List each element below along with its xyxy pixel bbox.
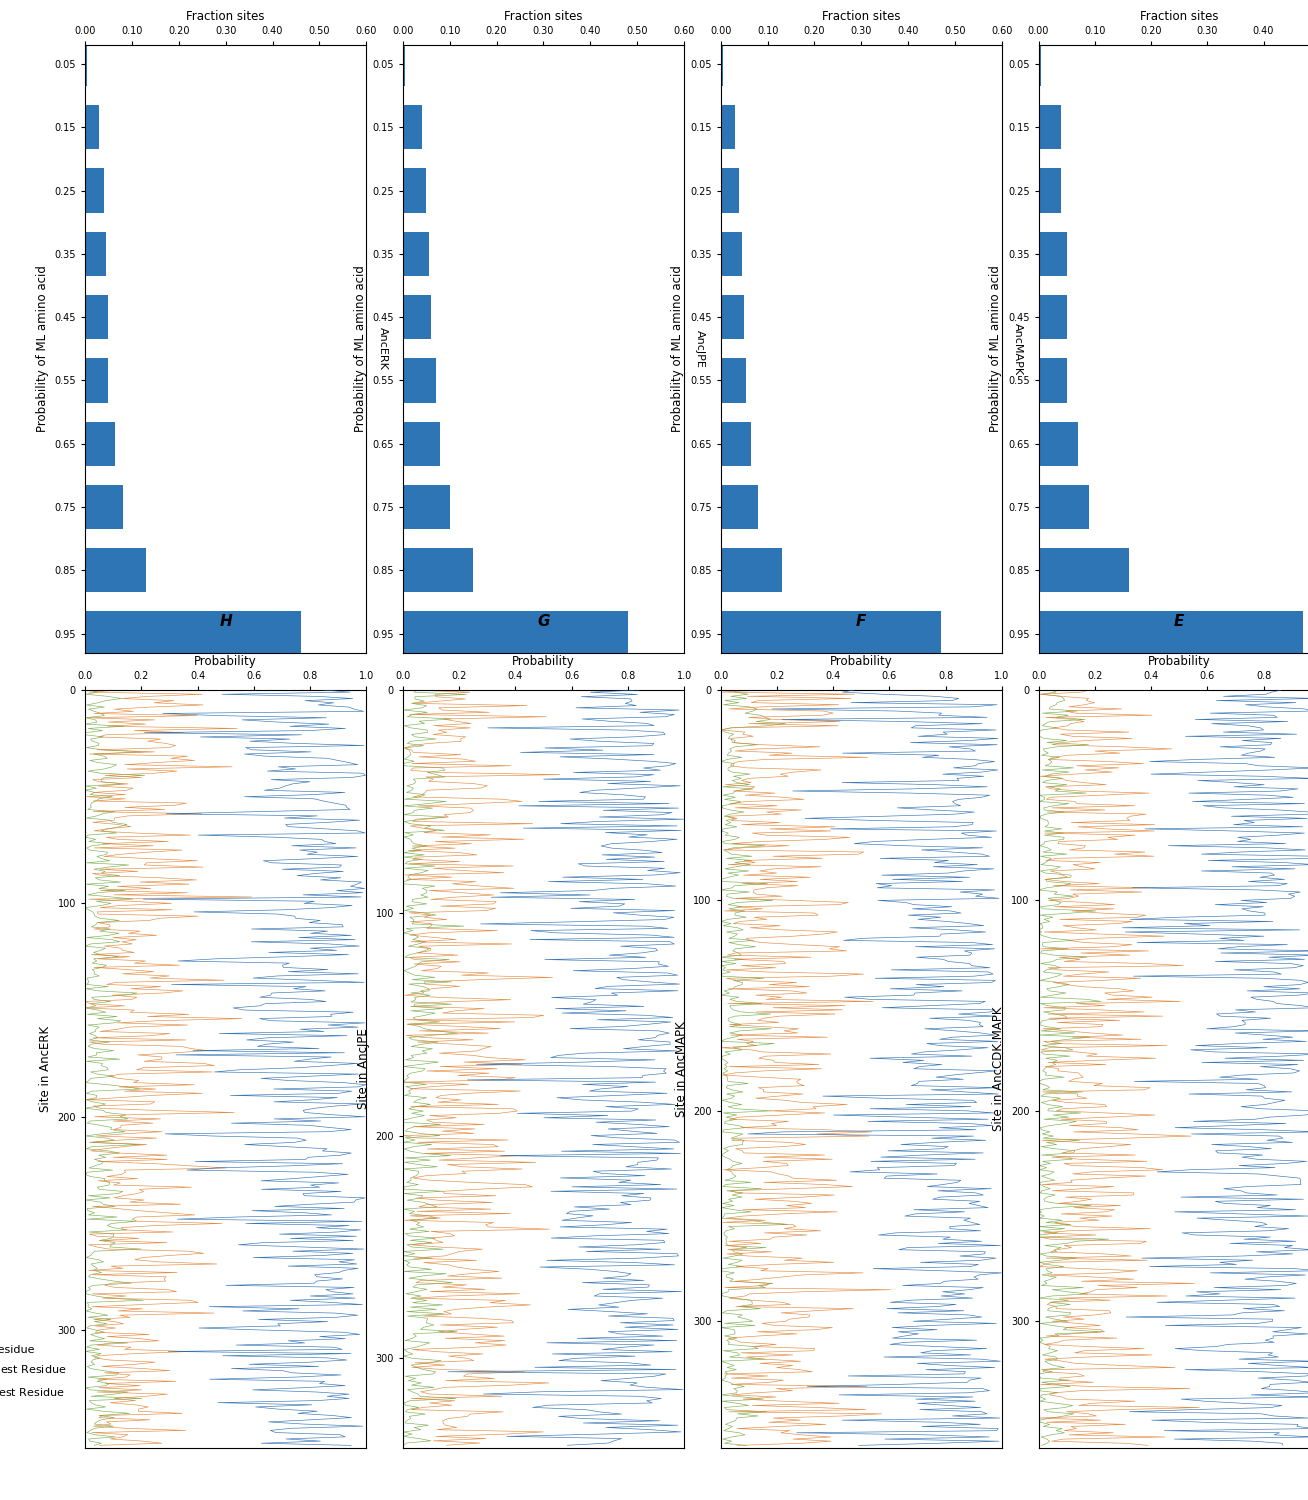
Y-axis label: Probability of ML amino acid: Probability of ML amino acid [35, 266, 48, 432]
Bar [85, 612, 301, 656]
Y-axis label: Probability of ML amino acid: Probability of ML amino acid [989, 266, 1002, 432]
Y-axis label: Probability of ML amino acid: Probability of ML amino acid [671, 266, 684, 432]
Bar [403, 548, 473, 592]
Bar [85, 296, 109, 339]
Bar [721, 548, 782, 592]
Bar [85, 42, 88, 86]
Bar [85, 231, 106, 276]
Bar [85, 168, 103, 213]
Bar [721, 422, 751, 466]
Bar [1039, 231, 1067, 276]
Bar [1039, 484, 1090, 530]
Legend: ML Residue, 2$^{nd}$-Best Residue, 3$^{rd}$-Best Residue: ML Residue, 2$^{nd}$-Best Residue, 3$^{r… [0, 1341, 72, 1404]
Text: E: E [1175, 615, 1184, 630]
Bar [1039, 612, 1303, 656]
Bar [1039, 105, 1061, 150]
Y-axis label: Site in AncERK: Site in AncERK [39, 1026, 52, 1112]
Bar [85, 548, 146, 592]
Bar [721, 612, 940, 656]
Text: F: F [857, 615, 866, 630]
Bar [403, 105, 421, 150]
Bar [1039, 42, 1041, 86]
Bar [721, 168, 739, 213]
Text: AncMAPK: AncMAPK [1014, 322, 1023, 375]
Bar [721, 105, 735, 150]
Bar [85, 105, 99, 150]
X-axis label: Fraction sites: Fraction sites [186, 10, 266, 24]
Bar [1039, 358, 1067, 402]
Bar [85, 358, 109, 402]
Bar [1039, 548, 1129, 592]
Y-axis label: Site in AncCDK.MAPK: Site in AncCDK.MAPK [993, 1007, 1006, 1131]
X-axis label: Probability: Probability [195, 656, 256, 669]
Bar [721, 296, 744, 339]
X-axis label: Fraction sites: Fraction sites [821, 10, 901, 24]
Bar [403, 42, 405, 86]
Bar [721, 42, 723, 86]
Text: H: H [220, 615, 232, 630]
X-axis label: Probability: Probability [513, 656, 574, 669]
Bar [403, 422, 441, 466]
Bar [403, 231, 429, 276]
X-axis label: Fraction sites: Fraction sites [504, 10, 583, 24]
Bar [403, 358, 436, 402]
Y-axis label: Site in AncMAPK: Site in AncMAPK [675, 1022, 688, 1116]
X-axis label: Fraction sites: Fraction sites [1139, 10, 1219, 24]
Bar [1039, 296, 1067, 339]
Bar [1039, 168, 1061, 213]
Y-axis label: Probability of ML amino acid: Probability of ML amino acid [353, 266, 366, 432]
Bar [85, 422, 115, 466]
Bar [403, 484, 450, 530]
X-axis label: Probability: Probability [1148, 656, 1210, 669]
Bar [403, 612, 628, 656]
Bar [85, 484, 123, 530]
Bar [721, 484, 759, 530]
Bar [403, 296, 432, 339]
Text: AncJPE: AncJPE [696, 330, 705, 368]
Bar [403, 168, 426, 213]
Bar [721, 358, 747, 402]
Bar [1039, 422, 1078, 466]
X-axis label: Probability: Probability [831, 656, 892, 669]
Text: AncERK: AncERK [378, 327, 387, 370]
Bar [721, 231, 742, 276]
Text: G: G [538, 615, 549, 630]
Y-axis label: Site in AncJPE: Site in AncJPE [357, 1029, 370, 1108]
